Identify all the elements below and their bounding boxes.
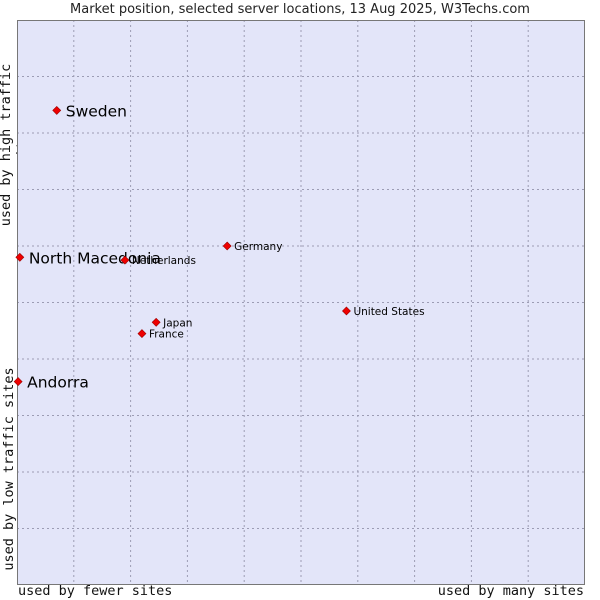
point-label-north-macedonia: North Macedonia <box>29 249 161 267</box>
point-marker-germany <box>222 241 232 251</box>
point-marker-united-states <box>342 306 351 316</box>
point-marker-andorra <box>13 377 23 387</box>
chart-title: Market position, selected server locatio… <box>70 2 530 17</box>
plot-border <box>17 20 585 585</box>
point-label-united-states: United States <box>353 306 424 318</box>
point-marker-japan <box>151 317 161 327</box>
point-marker-france <box>137 329 147 338</box>
x-axis-label-left: used by fewer sites <box>18 583 173 599</box>
point-label-andorra: Andorra <box>27 374 89 392</box>
point-label-netherlands: Netherlands <box>132 255 196 267</box>
point-marker-netherlands <box>120 255 130 265</box>
point-marker-north-macedonia <box>15 252 25 262</box>
x-axis-label-right: used by many sites <box>437 583 584 599</box>
point-label-sweden: Sweden <box>66 102 127 120</box>
point-marker-sweden <box>52 105 62 115</box>
point-label-france: France <box>149 329 184 341</box>
point-label-germany: Germany <box>234 241 282 253</box>
point-label-japan: Japan <box>162 317 192 329</box>
